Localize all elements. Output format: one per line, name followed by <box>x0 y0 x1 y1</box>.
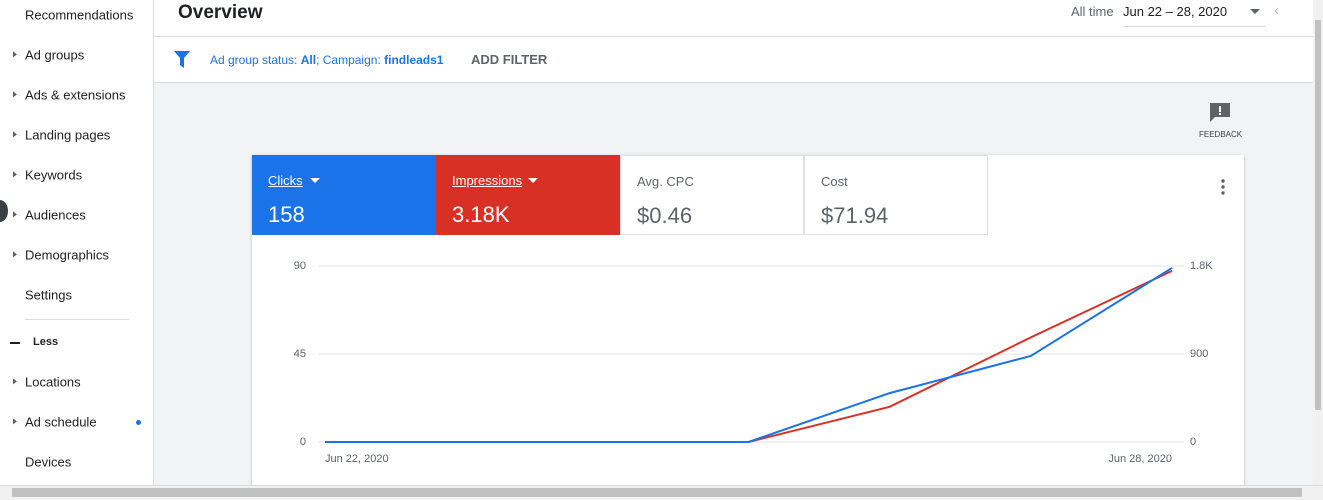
page-title: Overview <box>178 2 263 23</box>
metric-card[interactable]: Avg. CPC $0.46 <box>620 155 804 235</box>
nav-item[interactable]: Locations <box>25 374 81 390</box>
y2-tick-label: 900 <box>1190 348 1208 360</box>
nav-item[interactable]: Demographics <box>25 247 109 263</box>
chart-card: Clicks 158 Impressions 3.18K Avg. CPC $0.46… <box>252 155 1244 485</box>
filter-chip[interactable]: Ad group status: All; Campaign: findlead… <box>210 53 443 67</box>
nav-item[interactable]: Devices <box>25 454 72 470</box>
metric-value: 158 <box>268 202 305 227</box>
nav-item[interactable]: Ad schedule <box>25 414 97 430</box>
filter-bar: Ad group status: All; Campaign: findlead… <box>154 37 1313 83</box>
line <box>325 269 1173 443</box>
nav-item[interactable]: Landing pages <box>25 127 111 143</box>
x-tick-label: Jun 28, 2020 <box>1108 453 1172 465</box>
filter-value: findleads1 <box>384 53 444 67</box>
add-filter[interactable]: ADD FILTER <box>471 52 548 67</box>
nav-item[interactable]: Recommendations <box>25 7 134 23</box>
nav-item[interactable]: Audiences <box>25 207 86 223</box>
metric-value: $0.46 <box>637 203 693 228</box>
metric-label: Clicks <box>268 173 303 188</box>
metric-label: Avg. CPC <box>637 174 694 189</box>
filter-text: Ad group status: <box>210 53 301 67</box>
metric-card[interactable]: Clicks 158 <box>252 155 436 235</box>
header: Overview All time Jun 22 – 28, 2020 ‹ <box>154 0 1313 37</box>
y-tick-label: 45 <box>294 348 306 360</box>
date-range[interactable]: Jun 22 – 28, 2020 <box>1123 4 1266 27</box>
metric-value: $71.94 <box>821 203 889 228</box>
less-toggle[interactable]: Less <box>33 336 59 348</box>
nav-item[interactable]: Ads & extensions <box>25 87 126 103</box>
metric-card[interactable]: Cost $71.94 <box>804 155 988 235</box>
nav-item[interactable]: Ad groups <box>25 47 85 63</box>
metric-label: Impressions <box>452 173 523 188</box>
y-tick-label: 90 <box>294 260 306 272</box>
metric-value: 3.18K <box>452 202 510 227</box>
y2-tick-label: 0 <box>1190 436 1196 448</box>
metric-label: Cost <box>821 174 848 189</box>
nav-item[interactable]: Settings <box>25 287 72 303</box>
line <box>325 267 1173 443</box>
y-tick-label: 0 <box>300 436 306 448</box>
date-label: All time <box>1071 4 1114 19</box>
filter-value: All <box>300 53 317 67</box>
feedback[interactable]: FEEDBACK <box>1199 130 1243 139</box>
y2-tick-label: 1.8K <box>1190 260 1213 272</box>
sidebar: Recommendations Ad groups Ads & extensio… <box>0 0 154 485</box>
metric-card[interactable]: Impressions 3.18K <box>436 155 620 235</box>
filter-text: ; Campaign: <box>316 53 385 67</box>
nav-item[interactable]: Keywords <box>25 167 83 183</box>
x-tick-label: Jun 22, 2020 <box>325 453 389 465</box>
